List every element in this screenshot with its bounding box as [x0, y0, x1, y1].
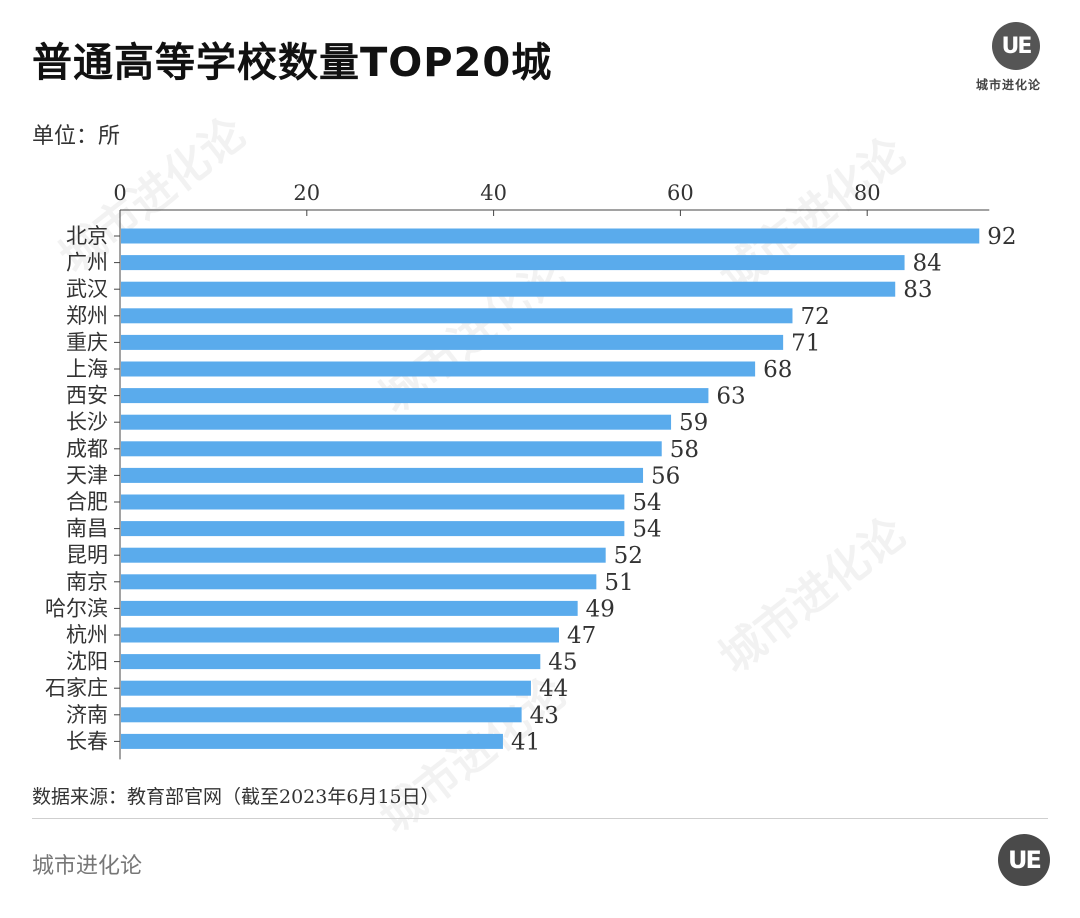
bar	[121, 574, 597, 590]
bar	[121, 255, 905, 271]
brand-logo-icon: UE	[992, 22, 1040, 70]
value-label: 58	[670, 437, 699, 463]
bar	[121, 414, 672, 430]
divider	[32, 818, 1048, 819]
value-label: 68	[763, 357, 792, 383]
value-label: 63	[716, 384, 745, 410]
value-label: 49	[586, 596, 615, 622]
value-label: 52	[614, 543, 643, 569]
chart-title: 普通高等学校数量TOP20城	[32, 40, 553, 86]
category-label: 杭州	[66, 623, 108, 647]
category-label: 昆明	[66, 543, 108, 567]
bar	[121, 494, 625, 510]
category-label: 沈阳	[66, 650, 108, 674]
category-label: 天津	[66, 463, 108, 487]
bar-chart: 0 20 40 60 80 北京 92 广州 84 武汉 83 郑州 72 重庆 71 上海 68 西安 63 长沙 5…	[45, 181, 1017, 760]
value-label: 54	[632, 517, 661, 543]
category-label: 广州	[66, 251, 108, 275]
category-label: 长沙	[66, 410, 108, 434]
category-label: 济南	[66, 703, 108, 727]
category-label: 重庆	[66, 330, 108, 354]
footer-logo-icon: UE	[998, 834, 1050, 886]
value-label: 45	[548, 650, 577, 676]
category-label: 上海	[66, 357, 108, 381]
x-tick-label: 80	[854, 181, 881, 205]
value-label: 44	[539, 676, 568, 702]
bar	[121, 707, 522, 723]
bar	[121, 521, 625, 537]
bar	[121, 547, 606, 563]
value-label: 43	[530, 703, 559, 729]
data-source: 数据来源：教育部官网（截至2023年6月15日）	[32, 786, 440, 808]
category-label: 哈尔滨	[45, 596, 108, 620]
x-tick-label: 40	[480, 181, 507, 205]
category-label: 西安	[66, 384, 108, 408]
bar	[121, 600, 578, 616]
bar	[121, 228, 980, 244]
value-label: 72	[800, 304, 829, 330]
bar	[121, 281, 896, 297]
x-tick-label: 60	[667, 181, 694, 205]
value-label: 47	[567, 623, 596, 649]
value-label: 92	[987, 224, 1016, 250]
bar	[121, 654, 541, 670]
category-label: 武汉	[66, 277, 108, 301]
bar	[121, 627, 559, 643]
value-label: 84	[913, 251, 942, 277]
x-tick-label: 0	[113, 181, 126, 205]
category-label: 南昌	[66, 517, 108, 541]
value-label: 83	[903, 277, 932, 303]
bar	[121, 467, 644, 483]
bar	[121, 361, 756, 377]
category-label: 北京	[66, 224, 108, 248]
bar	[121, 388, 709, 404]
value-label: 56	[651, 463, 680, 489]
category-label: 郑州	[66, 304, 108, 328]
value-label: 59	[679, 410, 708, 436]
bar	[121, 733, 503, 749]
bar	[121, 308, 793, 324]
brand-logo-text: 城市进化论	[976, 78, 1042, 92]
unit-label: 单位：所	[32, 124, 121, 149]
bar	[121, 680, 531, 696]
x-tick-label: 20	[293, 181, 320, 205]
bar	[121, 334, 784, 350]
category-label: 石家庄	[45, 676, 108, 700]
footer-brand: 城市进化论	[32, 854, 143, 879]
value-label: 54	[632, 490, 661, 516]
bar	[121, 441, 662, 457]
value-label: 51	[604, 570, 633, 596]
category-label: 成都	[66, 437, 108, 461]
category-label: 长春	[66, 729, 108, 753]
value-label: 71	[791, 330, 820, 356]
category-label: 南京	[66, 570, 108, 594]
category-label: 合肥	[66, 490, 108, 514]
value-label: 41	[511, 729, 540, 755]
